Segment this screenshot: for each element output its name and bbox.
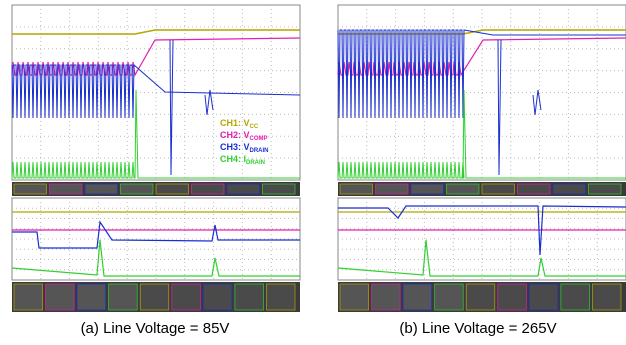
status-cell [121, 184, 154, 194]
status-cell [85, 184, 118, 194]
status-cell [50, 184, 83, 194]
caption: (a) Line Voltage = 85V [81, 320, 230, 337]
status-cell [435, 284, 464, 310]
status-cell [553, 184, 586, 194]
status-cell [411, 184, 444, 194]
status-cell [172, 284, 201, 310]
status-cell [340, 284, 369, 310]
status-cell [403, 284, 432, 310]
scope-figure: (a) Line Voltage = 85V (b) Line Voltage … [0, 0, 626, 345]
legend-subscript: DRAIN [250, 148, 269, 154]
caption: (b) Line Voltage = 265V [399, 320, 556, 337]
status-cell [235, 284, 264, 310]
status-cell [14, 184, 47, 194]
status-cell [266, 284, 295, 310]
legend-subscript: COMP [250, 136, 268, 142]
status-cell [482, 184, 515, 194]
status-cell [466, 284, 495, 310]
status-cell [192, 184, 225, 194]
status-cell [227, 184, 260, 194]
status-cell [156, 184, 189, 194]
status-cell [447, 184, 480, 194]
status-cell [340, 184, 373, 194]
status-cell [203, 284, 232, 310]
status-cell [498, 284, 527, 310]
legend-subscript: CC [250, 124, 259, 130]
status-cell [140, 284, 169, 310]
status-cell [77, 284, 106, 310]
legend-label: CH3: V [220, 142, 250, 152]
status-cell [46, 284, 75, 310]
status-cell [529, 284, 558, 310]
status-cell [376, 184, 409, 194]
status-cell [109, 284, 138, 310]
legend-label: CH4: I [220, 154, 246, 164]
legend-subscript: DRAIN [246, 160, 265, 166]
status-cell [592, 284, 621, 310]
status-cell [561, 284, 590, 310]
status-cell [263, 184, 296, 194]
legend-label: CH1: V [220, 118, 250, 128]
status-cell [372, 284, 401, 310]
legend-label: CH2: V [220, 130, 250, 140]
figure: (a) Line Voltage = 85V (b) Line Voltage … [0, 0, 626, 345]
status-cell [518, 184, 551, 194]
status-cell [589, 184, 622, 194]
status-cell [14, 284, 43, 310]
